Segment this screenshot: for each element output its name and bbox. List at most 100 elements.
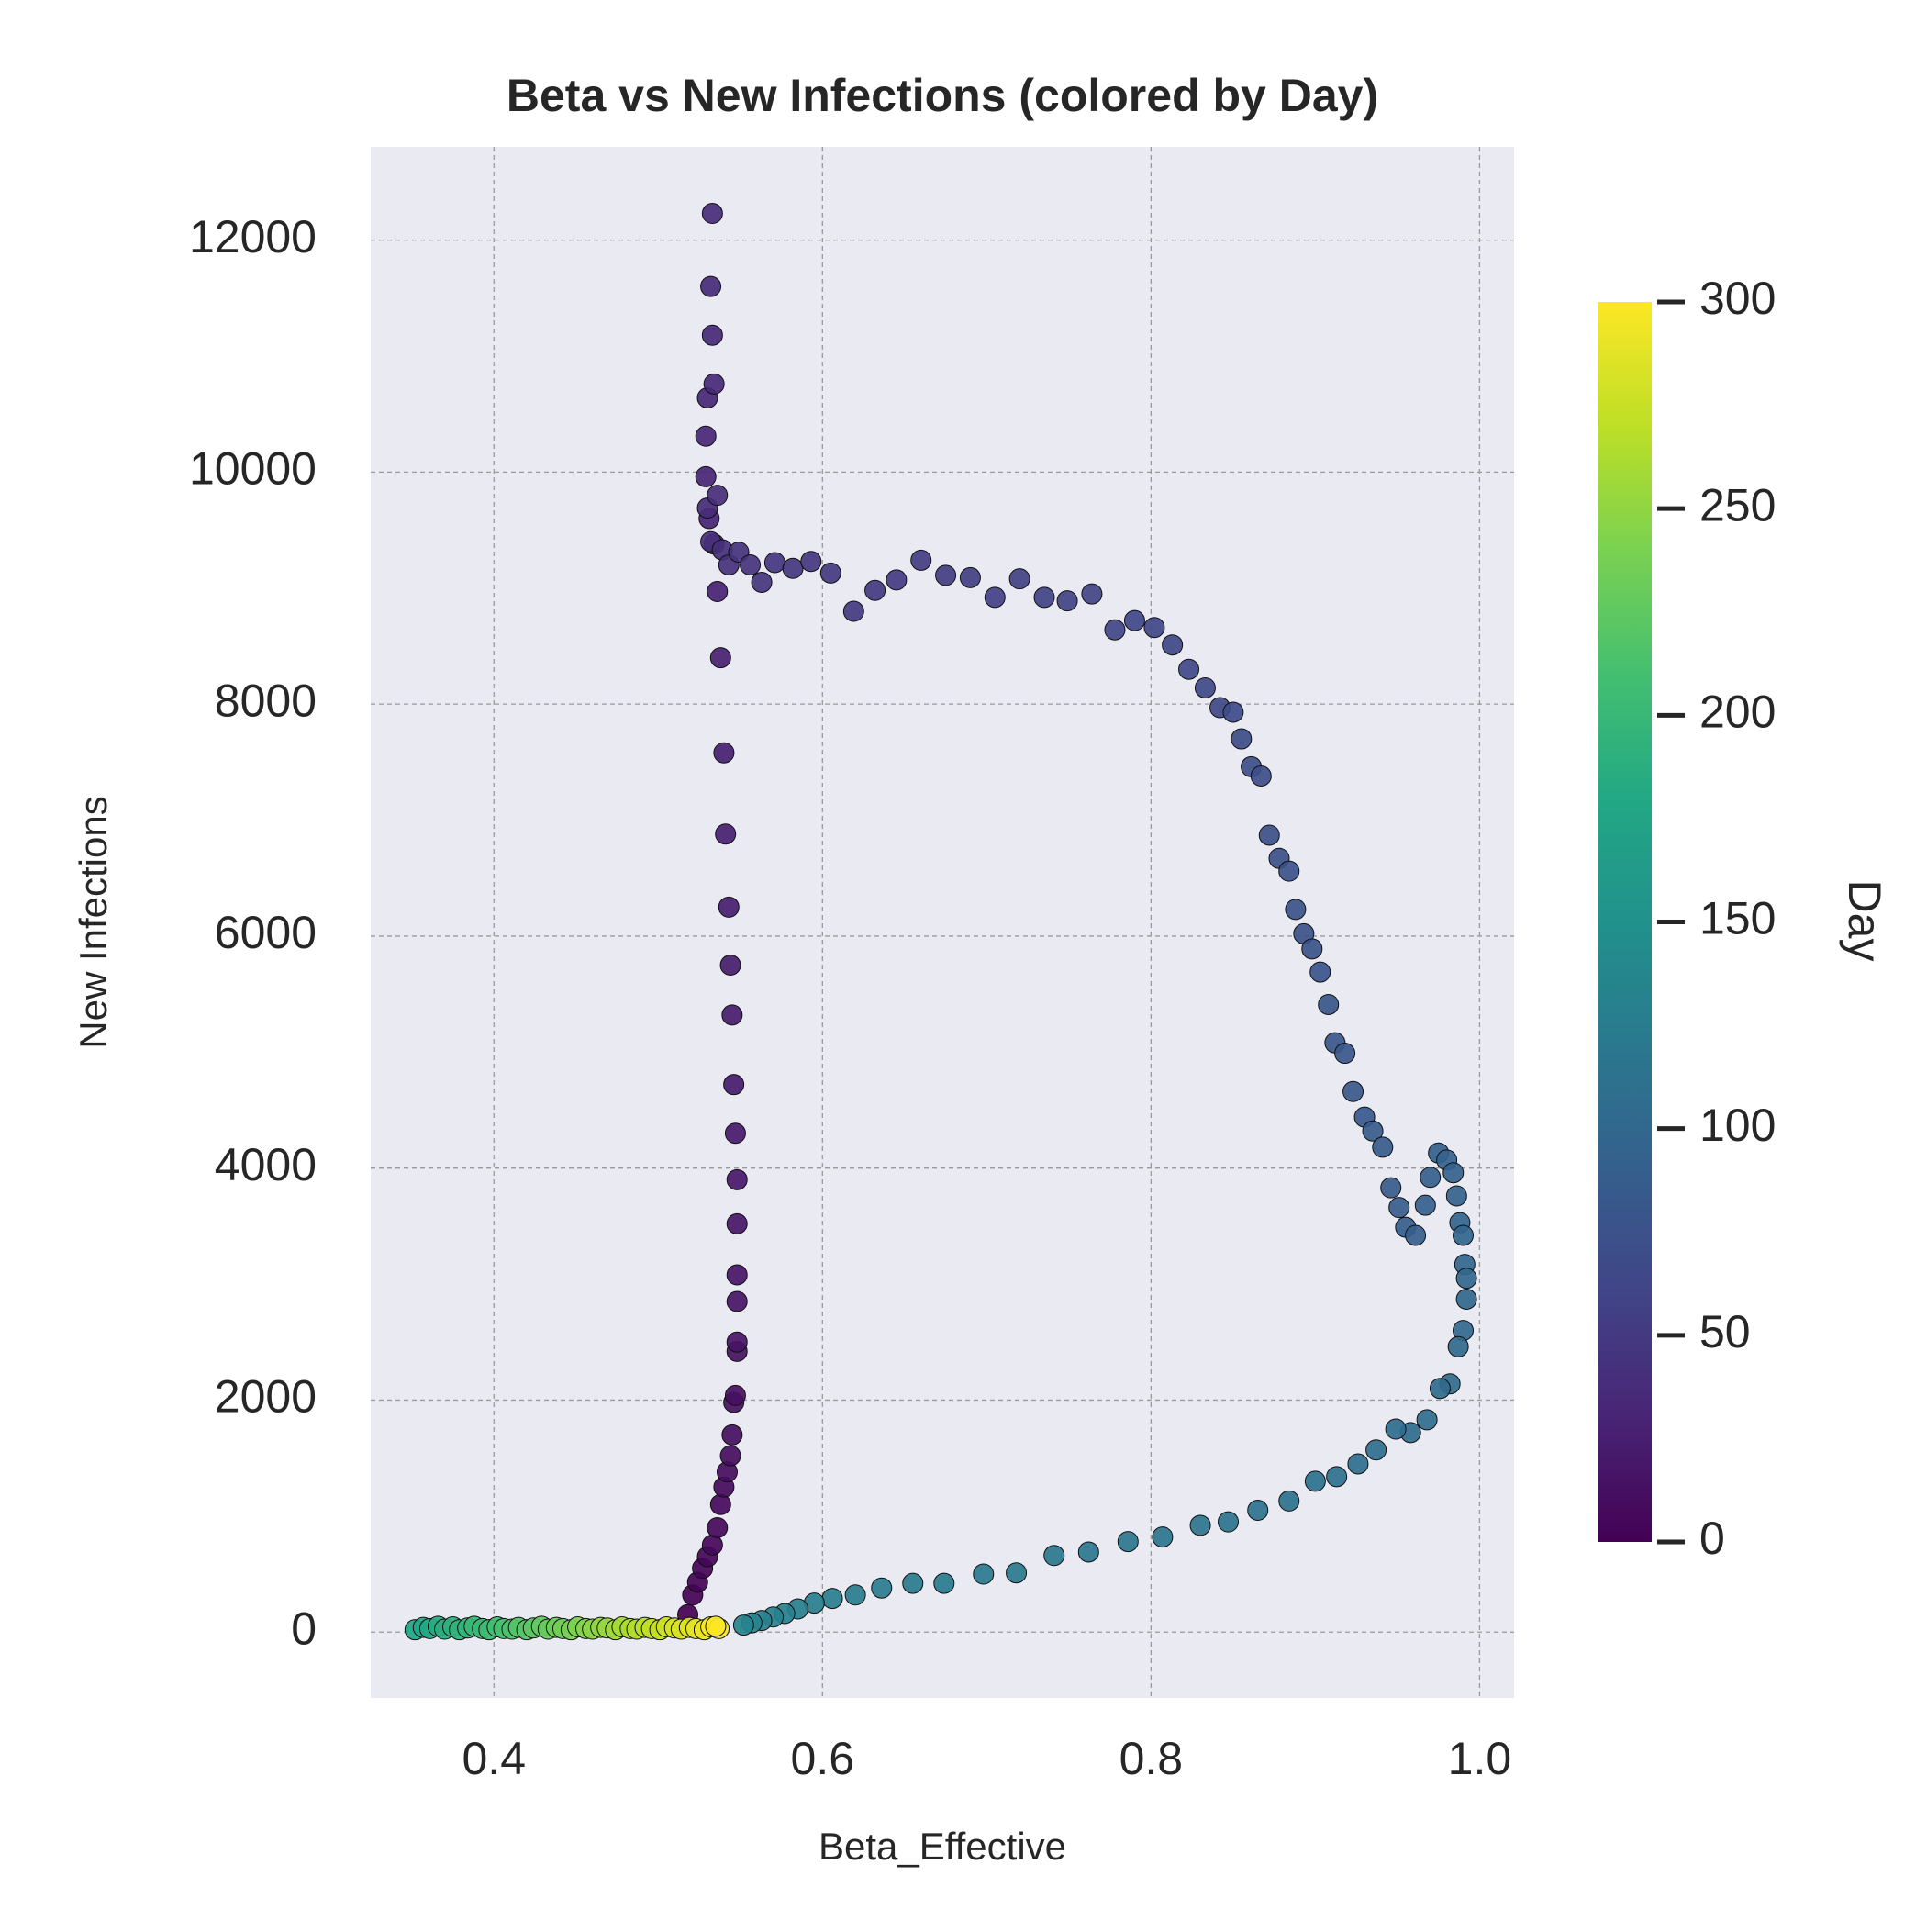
point	[1077, 1541, 1099, 1563]
y-axis-label: New Infections	[72, 796, 115, 1048]
point	[800, 551, 822, 573]
point	[1334, 1043, 1356, 1065]
colorbar	[1598, 302, 1652, 1542]
y-tick-label: 6000	[215, 907, 317, 958]
point	[1117, 1531, 1139, 1553]
point	[724, 1122, 746, 1145]
x-axis-label: Beta_Effective	[819, 1825, 1066, 1868]
point	[1385, 1418, 1407, 1440]
point	[695, 425, 717, 447]
point	[1301, 938, 1323, 960]
point	[1416, 1409, 1438, 1431]
point	[1380, 1177, 1402, 1199]
point	[726, 1212, 748, 1234]
point	[1006, 1562, 1028, 1584]
colorbar-tick-label: 250	[1699, 479, 1776, 530]
point	[1388, 1197, 1410, 1219]
point	[1178, 658, 1200, 680]
point	[713, 742, 735, 764]
point	[973, 1563, 995, 1585]
point	[842, 600, 864, 622]
point	[707, 581, 729, 603]
point	[1278, 860, 1300, 882]
y-tick-label: 8000	[215, 675, 317, 726]
point	[1218, 1511, 1239, 1533]
y-tick-label: 12000	[189, 211, 317, 262]
point	[1081, 583, 1103, 605]
point	[935, 564, 957, 586]
point	[1285, 899, 1307, 921]
point	[1043, 1545, 1065, 1567]
point	[1347, 1453, 1369, 1475]
point	[723, 1074, 745, 1096]
point	[715, 823, 737, 845]
point	[1445, 1185, 1467, 1207]
point	[1258, 824, 1280, 846]
point	[902, 1572, 924, 1594]
y-tick-label: 0	[291, 1603, 317, 1654]
point	[844, 1584, 866, 1606]
y-tick-label: 10000	[189, 443, 317, 495]
point	[707, 1516, 729, 1538]
point	[726, 1331, 748, 1353]
point	[871, 1577, 893, 1599]
point	[1008, 568, 1030, 590]
point	[740, 553, 762, 575]
plot-area	[371, 147, 1514, 1698]
colorbar-label: Day	[1839, 880, 1890, 962]
point	[864, 579, 886, 601]
colorbar-tick-label: 100	[1699, 1100, 1776, 1151]
point	[721, 1004, 743, 1026]
point	[933, 1572, 955, 1594]
point	[1162, 634, 1184, 656]
point	[1250, 765, 1272, 787]
point	[886, 569, 908, 591]
point	[709, 647, 731, 669]
point	[763, 552, 785, 574]
point	[1152, 1526, 1174, 1548]
point	[959, 566, 981, 588]
point	[701, 203, 723, 225]
colorbar-tick-label: 0	[1699, 1513, 1725, 1564]
colorbar-tick-label: 200	[1699, 687, 1776, 738]
point	[701, 324, 723, 346]
point	[721, 1424, 743, 1446]
point	[1033, 586, 1055, 609]
point	[1405, 1224, 1427, 1246]
point	[1194, 676, 1216, 698]
point	[732, 1614, 754, 1636]
point	[984, 586, 1006, 609]
point	[726, 1168, 748, 1190]
colorbar-tick-label: 300	[1699, 273, 1776, 324]
point	[707, 485, 729, 507]
point	[751, 571, 773, 593]
point	[700, 275, 722, 297]
point	[719, 1445, 741, 1467]
point	[1056, 590, 1078, 612]
point	[705, 1615, 727, 1637]
point	[1453, 1224, 1475, 1246]
point	[1326, 1466, 1348, 1488]
point	[1222, 701, 1244, 723]
point	[1455, 1268, 1477, 1290]
x-tick-label: 1.0	[1448, 1733, 1512, 1784]
point	[1447, 1335, 1469, 1357]
point	[1429, 1378, 1451, 1400]
point	[703, 373, 725, 395]
colorbar-tick-label: 150	[1699, 893, 1776, 944]
point	[821, 1588, 843, 1610]
point	[726, 1290, 748, 1312]
point	[1342, 1080, 1364, 1102]
point	[1143, 617, 1165, 639]
point	[1414, 1194, 1436, 1216]
point	[782, 557, 804, 579]
y-tick-label: 4000	[215, 1139, 317, 1190]
point	[1372, 1136, 1394, 1158]
x-tick-label: 0.8	[1119, 1733, 1184, 1784]
point	[819, 562, 841, 584]
point	[1123, 609, 1145, 631]
point	[1309, 961, 1331, 983]
point	[1231, 728, 1253, 750]
point	[1362, 1120, 1384, 1142]
